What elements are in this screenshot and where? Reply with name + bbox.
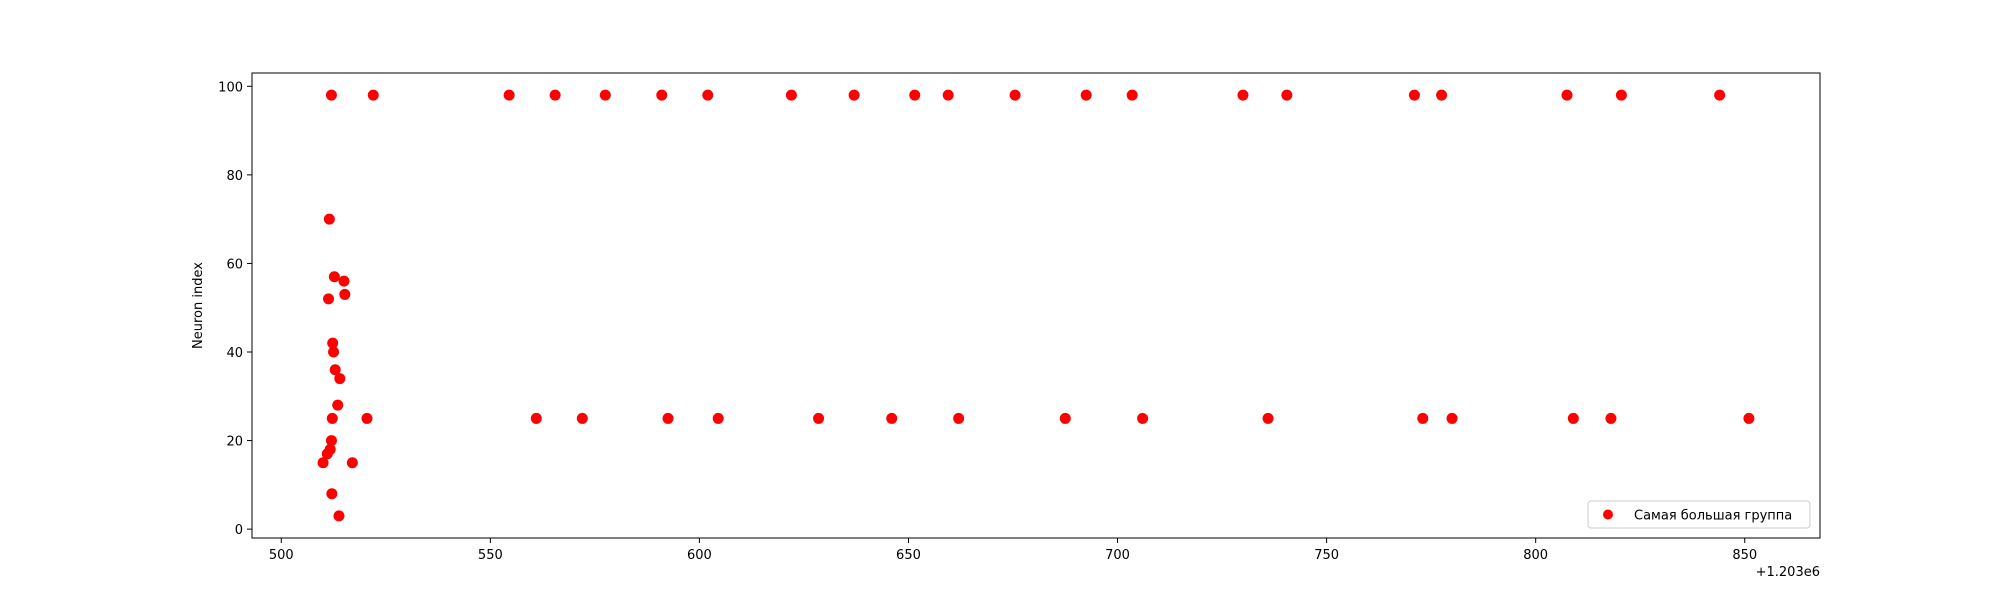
data-points: [317, 89, 1755, 522]
x-tick-label: 700: [1105, 548, 1130, 563]
plot-frame: [251, 72, 1821, 539]
data-point: [323, 293, 335, 305]
data-point: [1281, 89, 1293, 101]
data-point: [1446, 412, 1458, 424]
data-point: [1080, 89, 1092, 101]
data-point: [656, 89, 668, 101]
data-point: [333, 510, 345, 522]
data-point: [332, 399, 344, 411]
data-point: [334, 373, 346, 385]
x-axis: 500 550 600 650 700 750 800 850: [269, 538, 1757, 563]
data-point: [576, 412, 588, 424]
data-point: [1126, 89, 1138, 101]
data-point: [1237, 89, 1249, 101]
y-axis: 0 20 40 60 80 100: [218, 80, 252, 538]
x-tick-label: 850: [1732, 548, 1757, 563]
data-point: [1615, 89, 1627, 101]
data-point: [326, 488, 338, 500]
data-point: [338, 275, 350, 287]
data-point: [1059, 412, 1071, 424]
data-point: [549, 89, 561, 101]
data-point: [1714, 89, 1726, 101]
data-point: [1262, 412, 1274, 424]
legend-box: [1587, 500, 1811, 529]
data-point: [328, 271, 340, 283]
data-point: [361, 412, 373, 424]
data-point: [503, 89, 515, 101]
y-tick-label: 60: [226, 257, 243, 272]
data-point: [1408, 89, 1420, 101]
data-point: [317, 457, 329, 469]
plot-area: [251, 72, 1821, 539]
y-tick-label: 40: [226, 346, 243, 361]
y-tick-label: 80: [226, 169, 243, 184]
data-point: [909, 89, 921, 101]
data-point: [599, 89, 611, 101]
data-point: [1561, 89, 1573, 101]
legend-marker: [1603, 509, 1613, 520]
x-tick-label: 800: [1523, 548, 1548, 563]
data-point: [1417, 412, 1429, 424]
data-point: [1743, 412, 1755, 424]
data-point: [1567, 412, 1579, 424]
data-point: [327, 337, 339, 349]
data-point: [1137, 412, 1149, 424]
x-tick-label: 750: [1314, 548, 1339, 563]
x-axis-offset-label: +1.203e6: [1756, 565, 1820, 580]
data-point: [326, 412, 338, 424]
data-point: [1009, 89, 1021, 101]
legend-label: Самая большая группа: [1634, 509, 1792, 524]
data-point: [953, 412, 965, 424]
data-point: [702, 89, 714, 101]
y-tick-label: 100: [218, 80, 243, 95]
data-point: [329, 364, 341, 376]
data-point: [346, 457, 358, 469]
data-point: [367, 89, 379, 101]
data-point: [339, 288, 351, 300]
data-point: [325, 89, 337, 101]
data-point: [325, 435, 337, 447]
x-tick-label: 550: [478, 548, 503, 563]
data-point: [942, 89, 954, 101]
x-tick-label: 500: [269, 548, 294, 563]
data-point: [886, 412, 898, 424]
data-point: [712, 412, 724, 424]
y-tick-label: 0: [235, 523, 243, 538]
data-point: [662, 412, 674, 424]
x-tick-label: 650: [896, 548, 921, 563]
data-point: [328, 346, 340, 358]
data-point: [323, 213, 335, 225]
y-tick-label: 20: [226, 435, 243, 450]
x-tick-label: 600: [687, 548, 712, 563]
data-point: [530, 412, 542, 424]
data-point: [848, 89, 860, 101]
legend: Самая большая группа: [1587, 500, 1811, 529]
data-point: [1436, 89, 1448, 101]
data-point: [324, 443, 336, 455]
data-point: [813, 412, 825, 424]
y-axis-label: Neuron index: [191, 262, 206, 349]
data-point: [785, 89, 797, 101]
data-point: [1605, 412, 1617, 424]
